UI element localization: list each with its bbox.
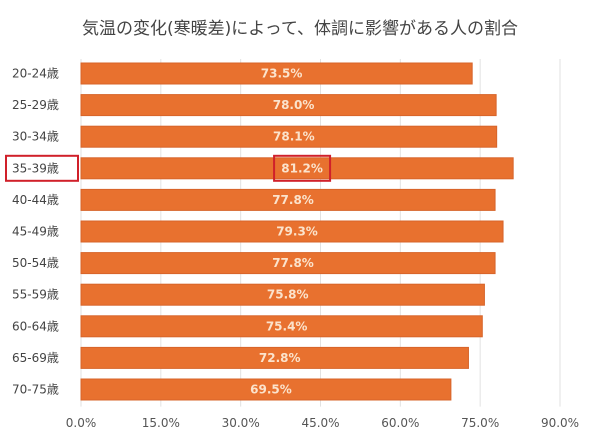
category-label: 45-49歳 <box>12 225 59 239</box>
bar <box>80 62 473 85</box>
value-label: 79.3% <box>276 225 318 239</box>
bar <box>80 346 469 369</box>
x-tick-label: 30.0% <box>222 416 260 430</box>
bar <box>80 157 514 180</box>
highlight-box-category <box>5 154 79 182</box>
category-label: 40-44歳 <box>12 193 59 207</box>
bar <box>80 252 496 275</box>
value-label: 75.8% <box>267 288 309 302</box>
category-label: 30-34歳 <box>12 130 59 144</box>
category-label: 20-24歳 <box>12 67 59 81</box>
x-tick-label: 75.0% <box>461 416 499 430</box>
category-label: 55-59歳 <box>12 288 59 302</box>
x-tick-label: 15.0% <box>142 416 180 430</box>
value-label: 78.1% <box>273 130 315 144</box>
value-label: 69.5% <box>250 383 292 397</box>
bar <box>80 125 498 148</box>
bar <box>80 220 504 243</box>
value-label: 75.4% <box>266 319 308 333</box>
category-label: 50-54歳 <box>12 256 59 270</box>
chart-title: 気温の変化(寒暖差)によって、体調に影響がある人の割合 <box>81 19 519 39</box>
bar <box>80 315 483 338</box>
category-label: 60-64歳 <box>12 319 59 333</box>
bar <box>80 378 452 401</box>
value-label: 81.2% <box>281 161 323 175</box>
x-tick-label: 0.0% <box>66 416 97 430</box>
x-tick-label: 60.0% <box>381 416 419 430</box>
value-label: 78.0% <box>273 98 315 112</box>
bar <box>80 283 485 306</box>
value-label: 77.8% <box>272 256 314 270</box>
category-label: 70-75歳 <box>12 383 59 397</box>
x-tick-label: 90.0% <box>541 416 579 430</box>
x-tick-label: 45.0% <box>301 416 339 430</box>
value-label: 77.8% <box>272 193 314 207</box>
value-label: 73.5% <box>261 67 303 81</box>
category-label: 25-29歳 <box>12 98 59 112</box>
highlight-box-value <box>273 154 332 182</box>
category-label: 35-39歳 <box>12 161 59 175</box>
bar <box>80 188 496 211</box>
value-label: 72.8% <box>259 351 301 365</box>
bar <box>80 94 497 117</box>
category-label: 65-69歳 <box>12 351 59 365</box>
